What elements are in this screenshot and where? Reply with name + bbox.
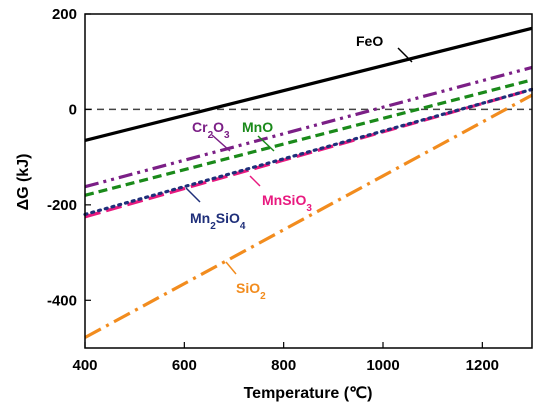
series-labels: FeO Cr2O3 MnO MnSiO3 Mn2SiO4 SiO2 xyxy=(190,33,383,302)
series-label-mnsio3: MnSiO3 xyxy=(262,192,312,214)
axis-tick-labels: 400 600 800 1000 1200 -400 -200 0 200 xyxy=(47,6,499,374)
x-axis-title: Temperature (℃) xyxy=(244,385,373,402)
series-label-mno: MnO xyxy=(242,119,273,135)
series-callouts xyxy=(185,47,413,275)
callout-cr2o3 xyxy=(211,134,231,152)
series-line-mn2sio4 xyxy=(83,87,533,216)
x-tick-label: 1200 xyxy=(466,357,499,374)
x-tick-label: 1000 xyxy=(366,357,399,374)
y-tick-label: 200 xyxy=(52,6,77,23)
callout-mn2sio4 xyxy=(185,187,201,203)
y-tick-label: -400 xyxy=(47,292,77,309)
x-tick-label: 400 xyxy=(72,357,97,374)
y-axis-title: ΔG (kJ) xyxy=(15,154,32,211)
series-line-mno xyxy=(84,78,533,197)
series-line-cr2o3 xyxy=(84,65,533,189)
y-tick-label: 0 xyxy=(69,101,77,118)
callout-feo xyxy=(397,47,413,63)
callout-mnsio3 xyxy=(249,175,261,187)
plot-frame xyxy=(84,13,533,349)
series-label-mn2sio4: Mn2SiO4 xyxy=(190,210,246,232)
x-tick-label: 800 xyxy=(271,357,296,374)
series-label-cr2o3: Cr2O3 xyxy=(192,119,230,141)
series-label-sio2: SiO2 xyxy=(236,280,266,302)
x-tick-label: 600 xyxy=(172,357,197,374)
series-label-feo: FeO xyxy=(356,33,383,49)
callout-mno xyxy=(257,135,275,152)
series-line-feo xyxy=(84,26,533,142)
plot-lines xyxy=(83,26,533,339)
axis-ticks xyxy=(84,13,483,348)
y-tick-label: -200 xyxy=(47,197,77,214)
callout-sio2 xyxy=(225,261,237,275)
series-line-sio2 xyxy=(84,93,533,339)
